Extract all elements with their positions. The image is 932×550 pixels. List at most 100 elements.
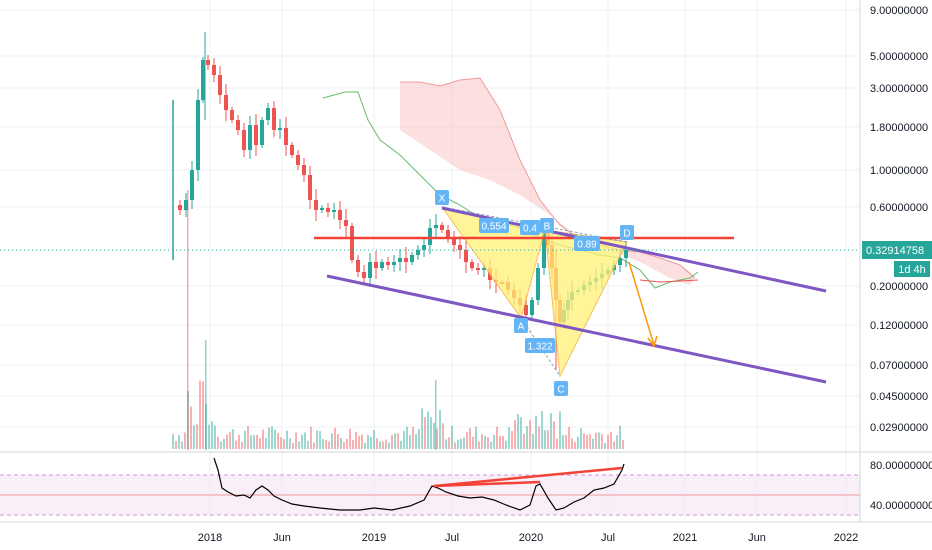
volume-bar bbox=[448, 437, 450, 449]
volume-bar bbox=[538, 426, 540, 449]
volume-bar bbox=[307, 440, 309, 449]
volume-bar bbox=[202, 381, 204, 449]
candle-body bbox=[618, 258, 622, 265]
current-price-badge bbox=[862, 241, 932, 259]
rsi-tick-label: 80.00000000 bbox=[870, 460, 932, 472]
volume-bar bbox=[412, 427, 414, 449]
volume-bar bbox=[577, 436, 579, 449]
volume-bar bbox=[520, 417, 522, 449]
volume-bar bbox=[196, 424, 198, 449]
candle-body bbox=[296, 155, 300, 165]
candle-body bbox=[428, 228, 432, 245]
x-tick-label: Jul bbox=[445, 532, 459, 544]
candle-body bbox=[332, 210, 336, 212]
point-badge bbox=[514, 318, 528, 333]
volume-bar bbox=[184, 432, 186, 449]
ratio-label: 1.322 bbox=[527, 342, 552, 353]
volume-bar bbox=[283, 439, 285, 449]
rsi-trendline bbox=[433, 466, 623, 488]
volume-bar bbox=[388, 442, 390, 449]
volume-bar bbox=[268, 427, 270, 449]
volume-bar bbox=[400, 440, 402, 449]
candle-body bbox=[326, 208, 330, 212]
volume-bar bbox=[178, 435, 180, 449]
volume-bar bbox=[592, 438, 594, 449]
candle-body bbox=[224, 95, 228, 110]
volume-bar bbox=[439, 409, 441, 449]
volume-bar bbox=[424, 417, 426, 449]
volume-bar bbox=[481, 434, 483, 449]
candle-body bbox=[206, 60, 210, 65]
candle-body bbox=[356, 260, 360, 272]
x-tick-label: 2018 bbox=[198, 532, 222, 544]
volume-bar bbox=[619, 425, 621, 449]
volume-bar bbox=[613, 441, 615, 449]
volume-bar bbox=[373, 430, 375, 449]
volume-bar bbox=[340, 437, 342, 449]
candle-body bbox=[254, 125, 258, 145]
projection-arrowhead bbox=[647, 335, 658, 348]
candle-body bbox=[446, 230, 450, 238]
volume-bar bbox=[370, 436, 372, 449]
volume-bar bbox=[379, 441, 381, 449]
volume-bar bbox=[319, 431, 321, 449]
volume-bar bbox=[343, 441, 345, 449]
volume-bar bbox=[382, 441, 384, 449]
volume-bar bbox=[595, 432, 597, 449]
volume-bar bbox=[208, 424, 210, 449]
volume-bar bbox=[292, 442, 294, 449]
volume-bar bbox=[469, 428, 471, 449]
point-badge bbox=[540, 218, 554, 233]
candle-body bbox=[392, 262, 396, 265]
y-tick-label: 1.80000000 bbox=[870, 122, 928, 134]
volume-bar bbox=[616, 435, 618, 449]
volume-bar bbox=[355, 431, 357, 449]
volume-bar bbox=[403, 431, 405, 449]
candle-body bbox=[380, 262, 384, 268]
volume-bar bbox=[289, 438, 291, 449]
point-badge bbox=[435, 190, 449, 205]
volume-bar bbox=[610, 431, 612, 449]
candle-body bbox=[530, 300, 534, 315]
candle-body bbox=[212, 65, 216, 75]
candle-body bbox=[476, 268, 480, 270]
volume-bar bbox=[547, 430, 549, 449]
volume-bar bbox=[580, 428, 582, 449]
cloud-area bbox=[400, 78, 695, 285]
volume-bar bbox=[211, 421, 213, 449]
volume-bar bbox=[508, 427, 510, 449]
volume-bar bbox=[253, 435, 255, 449]
y-tick-label: 0.12000000 bbox=[870, 320, 928, 332]
volume-bar bbox=[322, 438, 324, 449]
volume-bar bbox=[361, 434, 363, 449]
volume-bar bbox=[310, 426, 312, 449]
volume-bar bbox=[550, 413, 552, 449]
candle-body bbox=[260, 120, 264, 145]
volume-bar bbox=[364, 442, 366, 449]
volume-bar bbox=[394, 433, 396, 449]
candle-body bbox=[452, 238, 456, 245]
volume-bar bbox=[220, 441, 222, 449]
y-tick-label: 0.60000000 bbox=[870, 202, 928, 214]
rsi-tick-label: 40.00000000 bbox=[870, 500, 932, 512]
volume-bar bbox=[568, 427, 570, 449]
candle-body bbox=[242, 130, 246, 150]
candle-body bbox=[470, 262, 474, 268]
volume-bar bbox=[505, 440, 507, 449]
volume-bar bbox=[286, 430, 288, 449]
candle-body bbox=[302, 165, 306, 175]
x-tick-label: Jun bbox=[273, 532, 291, 544]
volume-bar bbox=[487, 437, 489, 449]
volume-bar bbox=[274, 429, 276, 449]
volume-bar bbox=[472, 436, 474, 449]
candle-body bbox=[374, 262, 378, 268]
volume-bar bbox=[436, 428, 438, 449]
countdown-badge bbox=[894, 261, 930, 277]
volume-bar bbox=[433, 422, 435, 449]
volume-bar bbox=[496, 426, 498, 449]
volume-bar bbox=[358, 435, 360, 449]
candle-body bbox=[350, 226, 354, 260]
volume-bar bbox=[391, 435, 393, 449]
volume-bar bbox=[352, 440, 354, 449]
